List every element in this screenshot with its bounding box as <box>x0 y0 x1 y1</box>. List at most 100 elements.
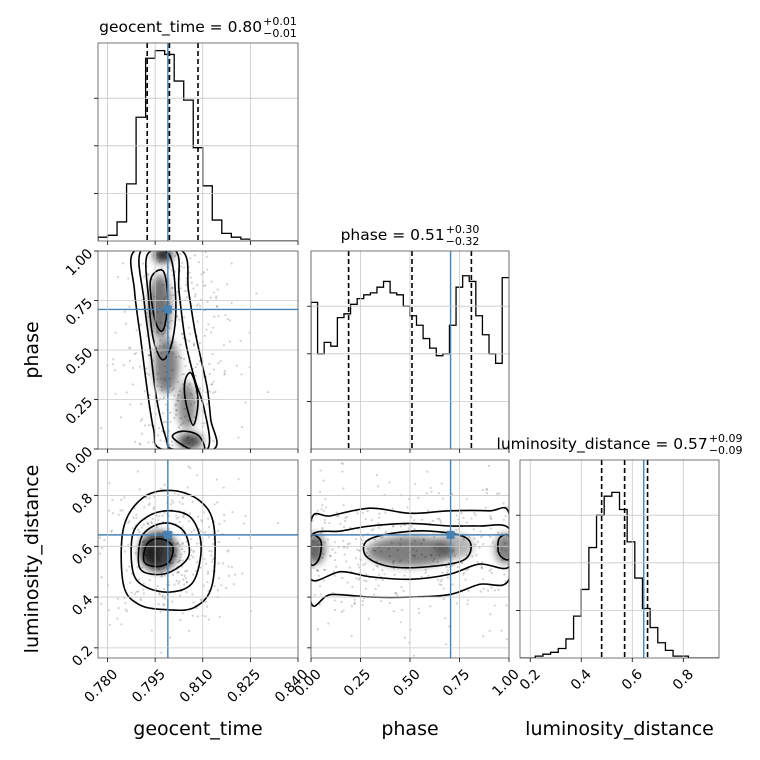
sample-point <box>208 372 211 376</box>
histogram-bin <box>370 293 377 449</box>
sample-point <box>473 511 476 515</box>
sample-point <box>171 444 174 447</box>
sample-point <box>163 597 167 600</box>
sample-point <box>342 609 345 612</box>
sample-point <box>333 541 336 544</box>
sample-point <box>148 502 151 505</box>
sample-point <box>179 594 182 597</box>
sample-point <box>181 261 184 265</box>
sample-point <box>429 486 432 490</box>
sample-point <box>188 558 191 561</box>
sample-point <box>143 390 146 393</box>
sample-point <box>467 567 470 571</box>
sample-point <box>147 353 150 357</box>
sample-point <box>169 420 172 424</box>
sample-point <box>161 594 164 597</box>
sample-point <box>223 513 226 516</box>
sample-point <box>466 602 469 606</box>
title-plus: +0.09 <box>709 432 743 445</box>
sample-point <box>143 424 146 427</box>
density-blob <box>142 543 162 565</box>
histogram-bin <box>650 628 658 658</box>
sample-point <box>193 344 196 347</box>
sample-point <box>455 528 458 532</box>
sample-point <box>174 404 177 407</box>
sample-point <box>208 390 212 393</box>
sample-point <box>394 592 397 595</box>
sample-point <box>191 573 195 576</box>
x-tick-label: 0.6 <box>619 666 646 693</box>
sample-point <box>148 578 151 582</box>
truth-marker <box>446 530 455 539</box>
sample-point <box>395 457 397 459</box>
sample-point <box>131 383 134 386</box>
sample-point <box>172 501 175 504</box>
sample-point <box>195 560 199 564</box>
sample-point <box>378 516 381 519</box>
sample-point <box>482 587 485 590</box>
sample-point <box>456 565 459 569</box>
sample-point <box>186 581 189 584</box>
sample-point <box>476 560 479 564</box>
sample-point <box>322 509 325 512</box>
sample-point <box>128 359 132 363</box>
sample-point <box>141 417 144 421</box>
quantiles-luminosity_distance <box>600 460 649 658</box>
sample-point <box>200 273 203 276</box>
sample-point <box>396 594 399 597</box>
sample-point <box>433 535 436 539</box>
sample-point <box>184 570 187 573</box>
sample-point <box>196 515 200 518</box>
sample-point <box>111 363 115 366</box>
sample-point <box>146 522 150 525</box>
sample-point <box>322 479 325 482</box>
sample-point <box>363 579 366 582</box>
histogram-bin <box>397 295 404 449</box>
sample-point <box>493 589 496 592</box>
sample-point <box>237 478 240 481</box>
histogram-bin <box>627 542 635 658</box>
sample-point <box>188 512 192 515</box>
x-tick-label: 0.25 <box>341 666 374 699</box>
sample-point <box>199 305 202 308</box>
sample-point <box>213 315 216 318</box>
histogram-bin <box>212 220 222 241</box>
sample-point <box>489 568 493 571</box>
sample-point <box>196 542 199 545</box>
sample-point <box>176 541 179 544</box>
sample-point <box>321 528 324 531</box>
sample-point <box>240 373 243 376</box>
sample-point <box>123 310 126 313</box>
sample-point <box>227 565 230 568</box>
sample-point <box>200 599 203 602</box>
sample-point <box>392 610 395 613</box>
sample-point <box>424 571 427 575</box>
sample-point <box>176 570 179 574</box>
sample-point <box>147 373 151 376</box>
sample-point <box>446 571 449 574</box>
sample-point <box>444 617 447 620</box>
sample-point <box>322 568 326 571</box>
sample-point <box>174 253 177 256</box>
sample-point <box>315 568 318 572</box>
sample-point <box>485 488 488 492</box>
sample-point <box>507 563 509 566</box>
sample-point <box>217 541 220 544</box>
sample-point <box>324 569 327 572</box>
sample-point <box>92 432 94 434</box>
sample-point <box>420 575 423 578</box>
sample-point <box>365 579 368 583</box>
sample-point <box>211 558 214 561</box>
sample-point <box>455 514 458 517</box>
sample-point <box>242 522 245 525</box>
histogram-bin <box>574 616 582 658</box>
sample-point <box>147 503 150 507</box>
sample-point <box>108 482 111 485</box>
sample-point <box>135 329 138 332</box>
sample-point <box>170 440 173 443</box>
sample-point <box>323 521 327 524</box>
sample-point <box>181 526 184 529</box>
sample-point <box>91 572 93 574</box>
sample-point <box>391 525 395 528</box>
sample-point <box>181 502 184 505</box>
